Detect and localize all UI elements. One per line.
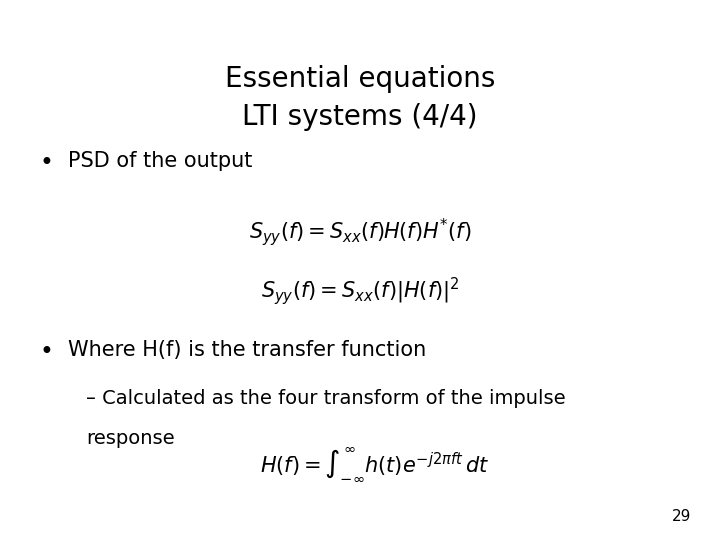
Text: •: • (40, 151, 53, 175)
Text: – Calculated as the four transform of the impulse: – Calculated as the four transform of th… (86, 389, 566, 408)
Text: PSD of the output: PSD of the output (68, 151, 253, 171)
Text: •: • (40, 340, 53, 364)
Text: LTI systems (4/4): LTI systems (4/4) (242, 103, 478, 131)
Text: Where H(f) is the transfer function: Where H(f) is the transfer function (68, 340, 427, 360)
Text: $H(f) = \int_{-\infty}^{\infty} h(t)e^{-j2\pi ft}\,dt$: $H(f) = \int_{-\infty}^{\infty} h(t)e^{-… (260, 446, 489, 483)
Text: $S_{yy}(f) = S_{xx}(f)|H(f)|^{2}$: $S_{yy}(f) = S_{xx}(f)|H(f)|^{2}$ (261, 275, 459, 307)
Text: 29: 29 (672, 509, 691, 524)
Text: Essential equations: Essential equations (225, 65, 495, 93)
Text: response: response (86, 429, 175, 448)
Text: $S_{yy}(f) = S_{xx}(f)H(f)H^{*}(f)$: $S_{yy}(f) = S_{xx}(f)H(f)H^{*}(f)$ (249, 216, 471, 248)
